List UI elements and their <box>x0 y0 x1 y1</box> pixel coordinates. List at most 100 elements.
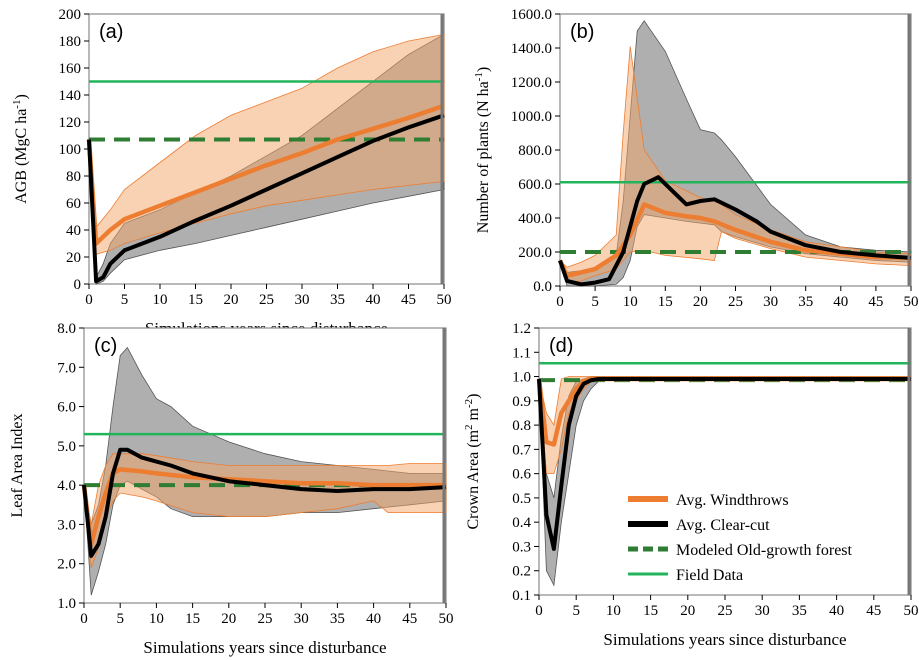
y-tick-label: 40 <box>66 223 81 239</box>
y-tick-label: 0.6 <box>512 467 531 483</box>
plot-frame <box>538 327 912 596</box>
clearcut-mean-line <box>558 175 912 287</box>
y-tick-label: 0.7 <box>512 442 531 458</box>
x-tick-label: 25 <box>258 611 273 627</box>
y-tick-label: 6.0 <box>57 400 76 416</box>
panel-label: (c) <box>94 335 117 357</box>
x-tick-label: 45 <box>401 292 416 308</box>
y-tick-label: 0.8 <box>512 418 531 434</box>
x-tick-label: 40 <box>366 611 381 627</box>
legend-label: Avg. Windthrows <box>676 492 789 509</box>
x-tick-label: 10 <box>153 292 168 308</box>
y-tick-label: 200 <box>59 7 82 23</box>
x-tick-label: 45 <box>866 603 881 619</box>
y-tick-label: 160 <box>59 61 82 77</box>
y-tick-label: 8.0 <box>57 321 76 337</box>
x-tick-label: 10 <box>623 294 638 310</box>
x-tick-label: 45 <box>868 294 883 310</box>
y-tick-label: 600.0 <box>518 177 552 193</box>
x-tick-label: 20 <box>224 292 239 308</box>
x-tick-label: 15 <box>185 611 200 627</box>
legend-label: Avg. Clear-cut <box>676 517 770 534</box>
y-tick-label: 0.2 <box>512 564 531 580</box>
chart-panel-d: 0 5 10 15 20 25 30 35 40 45 50 0.1 0.2 0.3 0.4 0.5 0.6 0.… <box>463 321 919 649</box>
windthrow-mean-line <box>81 467 446 547</box>
chart-panel-b: 0 5 10 15 20 25 30 35 40 45 50 0.0 200.0 400.0 600.0 80… <box>473 7 919 310</box>
windthrow-mean-line <box>86 103 445 246</box>
panel-label: (a) <box>99 21 123 43</box>
y-tick-label: 140 <box>59 88 82 104</box>
x-tick-label: 25 <box>259 292 274 308</box>
x-tick-label: 0 <box>85 292 93 308</box>
x-tick-label: 30 <box>294 611 309 627</box>
y-tick-label: 1.0 <box>512 370 531 386</box>
x-tick-label: 45 <box>402 611 417 627</box>
y-tick-label: 1.0 <box>57 596 76 612</box>
panel-label: (d) <box>549 335 573 357</box>
x-tick-label: 50 <box>439 611 454 627</box>
y-tick-label: 0.5 <box>512 491 531 507</box>
x-tick-label: 50 <box>904 294 919 310</box>
y-tick-label: 0.9 <box>512 394 531 410</box>
x-tick-label: 35 <box>792 603 807 619</box>
x-tick-label: 20 <box>221 611 236 627</box>
y-tick-label: 180 <box>59 34 82 50</box>
clearcut-mean-line <box>82 447 447 558</box>
x-tick-label: 35 <box>798 294 813 310</box>
y-tick-label: 7.0 <box>57 360 76 376</box>
legend-label: Modeled Old-growth forest <box>676 542 853 559</box>
y-tick-label: 1200.0 <box>511 75 552 91</box>
y-tick-label: 1.2 <box>512 321 531 337</box>
y-axis-label: Crown Area (m2 m-2) <box>463 394 482 530</box>
y-tick-label: 100 <box>59 142 82 158</box>
x-tick-label: 0 <box>80 611 88 627</box>
y-tick-label: 200.0 <box>518 245 552 261</box>
x-tick-label: 50 <box>437 292 452 308</box>
chart-panel-a: 0 5 10 15 20 25 30 35 40 45 50 0 20 40 60 80 100 120 140 16… <box>11 7 452 338</box>
x-tick-label: 10 <box>606 603 621 619</box>
x-tick-label: 30 <box>755 603 770 619</box>
y-tick-label: 3.0 <box>57 517 76 533</box>
legend: Avg. Windthrows Avg. Clear-cut Modeled Old… <box>628 492 853 584</box>
x-tick-label: 50 <box>904 603 919 619</box>
x-tick-label: 20 <box>680 603 695 619</box>
y-tick-label: 1000.0 <box>511 109 552 125</box>
x-tick-label: 5 <box>116 611 124 627</box>
y-tick-label: 60 <box>66 196 81 212</box>
x-tick-label: 40 <box>833 294 848 310</box>
y-tick-label: 4.0 <box>57 478 76 494</box>
x-tick-label: 25 <box>728 294 743 310</box>
windthrow-mean-line <box>557 202 912 279</box>
clearcut-mean-line <box>537 377 911 551</box>
x-tick-label: 10 <box>149 611 164 627</box>
y-tick-label: 0.4 <box>512 515 531 531</box>
y-tick-label: 5.0 <box>57 439 76 455</box>
y-tick-label: 1600.0 <box>511 7 552 23</box>
x-tick-label: 35 <box>330 292 345 308</box>
x-tick-label: 5 <box>591 294 599 310</box>
x-tick-label: 0 <box>556 294 564 310</box>
panel-label: (b) <box>570 21 594 43</box>
y-axis-label: Leaf Area Index <box>9 414 26 518</box>
x-tick-label: 15 <box>643 603 658 619</box>
x-tick-label: 30 <box>763 294 778 310</box>
y-tick-label: 0.0 <box>533 279 552 295</box>
windthrow-range-band <box>559 46 912 284</box>
x-tick-label: 5 <box>121 292 129 308</box>
y-tick-label: 0 <box>74 277 82 293</box>
x-tick-label: 15 <box>188 292 203 308</box>
y-tick-label: 0.3 <box>512 539 531 555</box>
y-tick-label: 1400.0 <box>511 41 552 57</box>
y-axis-label: Number of plants (N ha-1) <box>473 67 492 233</box>
x-axis-label: Simulations years since disturbance <box>143 638 386 657</box>
y-tick-label: 800.0 <box>518 143 552 159</box>
y-tick-label: 20 <box>66 250 81 266</box>
x-tick-label: 30 <box>295 292 310 308</box>
x-tick-label: 40 <box>366 292 381 308</box>
chart-panel-c: 0 5 10 15 20 25 30 35 40 45 50 1.0 2.0 3.0 4.0 5.0 6.0 7.… <box>9 321 454 657</box>
clearcut-mean-line <box>87 113 445 284</box>
y-tick-label: 120 <box>59 115 82 131</box>
x-tick-label: 25 <box>718 603 733 619</box>
y-tick-label: 2.0 <box>57 557 76 573</box>
